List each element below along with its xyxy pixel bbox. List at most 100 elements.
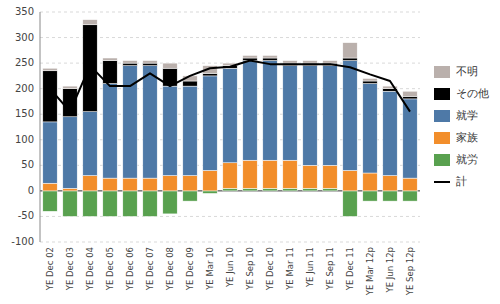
y-tick-label: 250 [15,57,34,68]
y-tick-label: -50 [18,210,34,221]
x-tick-label: YE Sep 11 [325,247,335,291]
y-ticks: -100-50050100150200250300350 [11,6,34,247]
bar [263,58,277,61]
bar [363,78,377,81]
bar-series [43,20,417,97]
bar [403,91,417,96]
bar [243,61,257,161]
x-tick-label: YE Dec 04 [85,247,95,291]
y-tick-label: -100 [11,236,34,247]
bar [83,25,97,112]
x-tick-label: YE Dec 07 [145,247,155,291]
y-tick-label: 0 [28,185,34,196]
bar [223,163,237,189]
bar [383,191,397,201]
bar [203,73,217,76]
bar [263,55,277,58]
x-tick-label: YE Mar 11 [285,247,295,291]
y-tick-label: 350 [15,6,34,17]
legend: 不明その他就学家族就労計 [434,65,489,188]
y-grid [40,12,420,242]
bar [83,176,97,191]
plot-area [43,20,417,217]
x-tick-label: YE Dec 11 [345,247,355,291]
x-tick-label: YE Dec 06 [125,247,135,291]
bar [303,66,317,166]
bar [183,176,197,191]
bar [243,55,257,58]
x-tick-label: YE Dec 02 [45,247,55,291]
bar [143,61,157,64]
bar [63,188,77,191]
bar [403,178,417,191]
legend-label: 家族 [456,131,478,144]
bar [103,58,117,61]
legend-swatch [434,110,450,122]
bar [183,81,197,86]
x-tick-label: YE Mar 12p [365,247,375,296]
bar [163,86,177,175]
bar [43,122,57,183]
y-tick-label: 200 [15,83,34,94]
bar [283,66,297,161]
bar [303,188,317,191]
bar [343,58,357,61]
legend-swatch [434,66,450,78]
bar [123,61,137,64]
legend-swatch [434,181,450,183]
bar [303,165,317,188]
bar [223,188,237,191]
bar-series [43,25,417,122]
y-tick-label: 50 [21,159,34,170]
x-tick-label: YE Dec 03 [65,247,75,291]
x-ticks: YE Dec 02 YE Dec 03 YE Dec 04 YE Dec 05 YE D… [45,247,415,296]
legend-label: 就学 [456,109,478,122]
x-tick-label: YE Sep 10 [245,247,255,291]
bar [403,191,417,201]
x-tick-label: YE Dec 05 [105,247,115,291]
bar [323,61,337,64]
bar [183,86,197,175]
bar [403,96,417,99]
x-tick-label: YE Dec 08 [165,247,175,291]
bar [83,20,97,25]
bar [383,176,397,191]
x-tick-label: YE Jun 11 [305,247,315,288]
bar [103,178,117,191]
bar [83,191,97,217]
bar [263,160,277,188]
bar [283,61,297,64]
bar-series [43,160,417,191]
bar-series [43,188,417,216]
bar [243,160,257,188]
legend-label: 計 [456,175,467,188]
bar [263,61,277,161]
bar [103,84,117,179]
x-tick-label: YE Dec 09 [185,247,195,291]
bar [363,173,377,191]
legend-label: 不明 [456,65,478,78]
bar [143,191,157,217]
x-tick-label: YE Jun 12p [385,247,395,293]
bar [143,66,157,178]
bar [343,170,357,190]
bar [43,68,57,71]
bar [123,63,137,66]
bar [243,188,257,191]
bar [143,63,157,66]
bar [223,68,237,163]
bar [363,191,377,201]
x-tick-label: YE Mar 10 [205,247,215,291]
legend-label: その他 [456,87,489,100]
bar [303,61,317,64]
legend-label: 就労 [456,153,478,166]
grid-line [40,242,420,243]
bar [263,188,277,191]
bar [283,160,297,188]
bar [163,63,177,68]
bar [283,188,297,191]
bar [123,178,137,191]
bar [63,117,77,189]
bar [163,176,177,191]
bar [163,191,177,214]
